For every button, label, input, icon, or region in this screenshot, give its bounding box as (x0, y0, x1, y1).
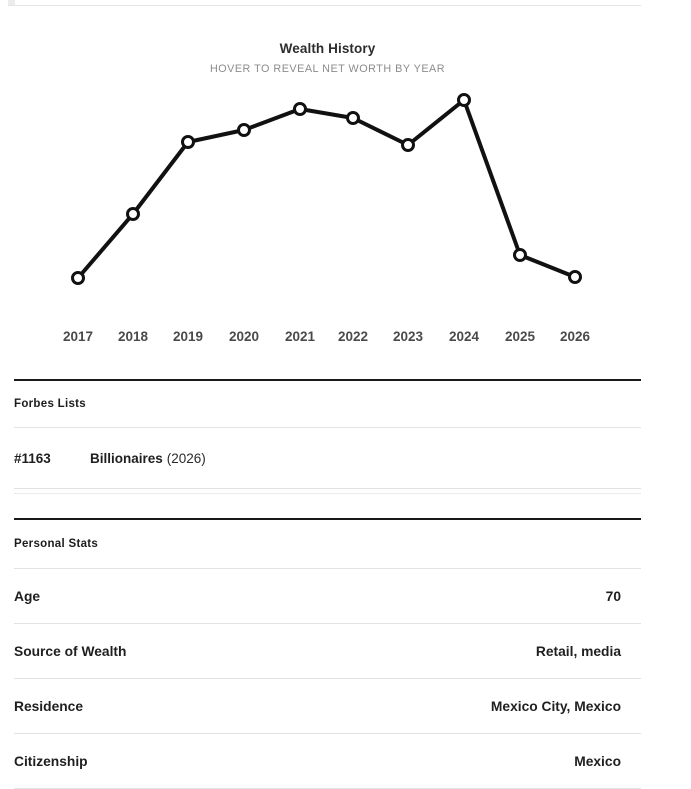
x-axis-label-2026: 2026 (560, 329, 591, 344)
chart-title: Wealth History (279, 41, 376, 56)
cropped-card-corner (8, 0, 15, 5)
stat-label: Age (14, 588, 41, 604)
x-axis-label-2018: 2018 (118, 329, 149, 344)
stat-row-age: Age 70 (14, 569, 641, 623)
list-rank: #1163 (14, 450, 51, 466)
wealth-history-chart[interactable]: 2017 2018 2019 2020 2021 2022 2023 2024 2025 2026 (0, 0, 691, 360)
x-axis-label-2020: 2020 (229, 329, 259, 344)
forbes-lists-section: Forbes Lists #1163 Billionaires (2026) (14, 379, 641, 494)
divider (14, 568, 641, 569)
divider (14, 678, 641, 679)
list-year: (2026) (166, 450, 206, 466)
forbes-lists-heading: Forbes Lists (14, 398, 86, 410)
chart-point-2024[interactable] (457, 93, 471, 107)
stat-value: 70 (605, 588, 621, 604)
stat-value: Mexico City, Mexico (490, 698, 621, 714)
chart-point-2023[interactable] (401, 138, 415, 152)
chart-point-2018[interactable] (126, 207, 140, 221)
divider (14, 623, 641, 624)
stat-value: Mexico (574, 753, 621, 769)
x-axis-label-2024: 2024 (449, 329, 480, 344)
chart-point-2022[interactable] (346, 111, 360, 125)
x-axis-label-2019: 2019 (173, 329, 203, 344)
list-name[interactable]: Billionaires (90, 450, 163, 466)
stat-label: Source of Wealth (14, 643, 127, 659)
x-axis-label-2021: 2021 (285, 329, 316, 344)
section-bottom-divider (14, 493, 641, 494)
chart-point-2021[interactable] (293, 102, 307, 116)
personal-stats-heading: Personal Stats (14, 538, 99, 550)
stat-label: Citizenship (14, 753, 88, 769)
x-axis-label-2023: 2023 (393, 329, 424, 344)
chart-point-2019[interactable] (181, 135, 195, 149)
stat-row-citizenship: Citizenship Mexico (14, 734, 641, 788)
divider (14, 733, 641, 734)
x-axis-label-2022: 2022 (338, 329, 368, 344)
chart-subtitle: HOVER TO REVEAL NET WORTH BY YEAR (209, 63, 446, 75)
stat-row-source-of-wealth: Source of Wealth Retail, media (14, 624, 641, 678)
divider (14, 488, 641, 489)
stat-value: Retail, media (535, 643, 621, 659)
chart-point-2017[interactable] (71, 271, 85, 285)
list-row-billionaires[interactable]: #1163 Billionaires (2026) (14, 428, 641, 488)
x-axis-label-2017: 2017 (63, 329, 93, 344)
chart-point-2025[interactable] (513, 248, 527, 262)
stat-label: Residence (14, 698, 84, 714)
divider (14, 427, 641, 428)
chart-point-2026[interactable] (568, 270, 582, 284)
stat-row-residence: Residence Mexico City, Mexico (14, 679, 641, 733)
top-divider (8, 5, 641, 6)
chart-point-2020[interactable] (237, 123, 251, 137)
x-axis-label-2025: 2025 (505, 329, 536, 344)
personal-stats-section: Personal Stats Age 70 Source of Wealth R… (14, 518, 641, 789)
